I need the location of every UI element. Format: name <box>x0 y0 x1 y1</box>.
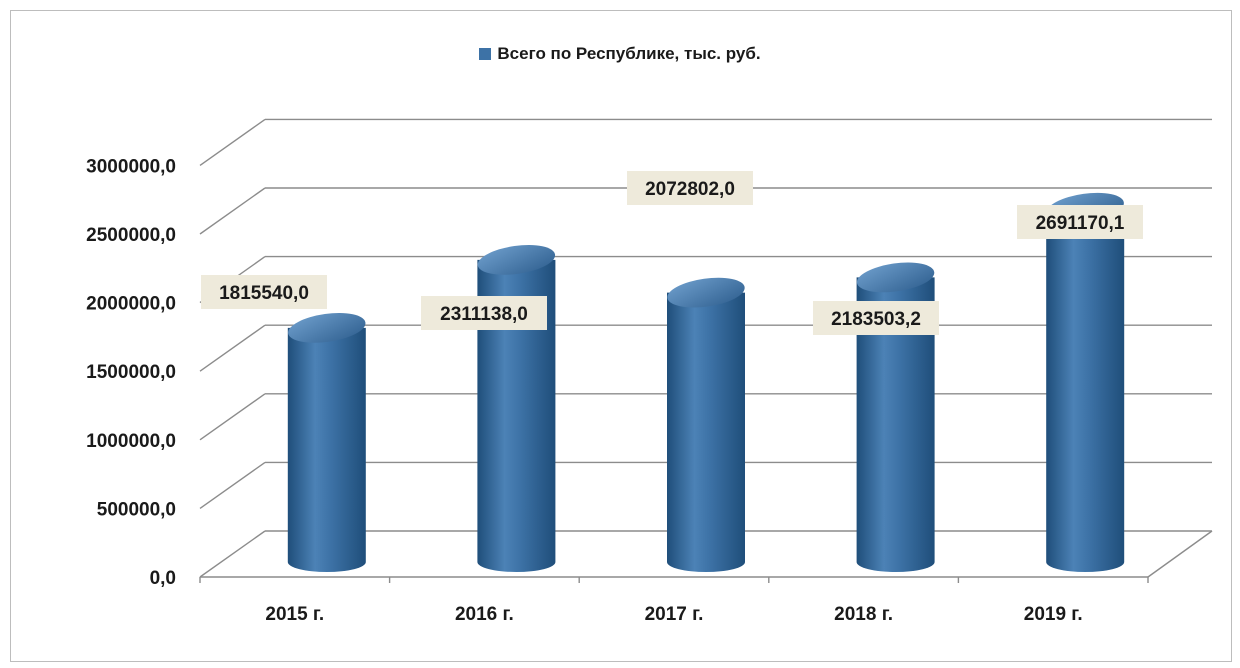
y-tick-label: 2000000,0 <box>86 294 176 315</box>
data-label-box <box>813 301 939 335</box>
data-label: 2072802,0 <box>627 171 753 205</box>
bar-cap <box>856 262 935 293</box>
data-label: 2183503,2 <box>813 301 939 335</box>
data-label-box <box>421 296 547 330</box>
x-tick-label: 2017 г. <box>645 604 704 625</box>
bar-layer <box>287 192 1125 573</box>
data-label-text: 2072802,0 <box>645 179 735 200</box>
y-tick-label: 2500000,0 <box>86 225 176 246</box>
bar-body <box>477 259 556 573</box>
data-label-text: 2311138,0 <box>440 304 528 325</box>
bar <box>856 262 935 572</box>
axis-layer: 0,0 500000,0 1000000,0 1500000,0 2000000,0 25… <box>86 156 1213 625</box>
gridline-depth <box>199 461 266 509</box>
bar <box>667 277 745 572</box>
bar <box>287 313 366 572</box>
gridline-depth <box>199 530 266 578</box>
bar <box>1046 192 1125 572</box>
data-label: 1815540,0 <box>201 275 327 309</box>
x-tick-label: 2015 г. <box>265 604 324 625</box>
data-label-text: 2183503,2 <box>831 309 921 330</box>
gridline-depth <box>199 187 266 235</box>
data-label-text: 2691170,1 <box>1036 213 1125 234</box>
data-label-layer: 1815540,0 2311138,0 2072802,0 2183503,2 2691… <box>201 171 1143 335</box>
bar-cap <box>288 313 366 343</box>
data-label-box <box>201 275 327 309</box>
data-label: 2311138,0 <box>421 296 547 330</box>
x-tick-label: 2016 г. <box>455 604 514 625</box>
bar-cap <box>667 277 745 308</box>
bar-body <box>667 292 745 572</box>
y-tick-label: 0,0 <box>150 568 176 589</box>
legend-label: Всего по Республике, тыс. руб. <box>497 44 761 63</box>
y-tick-label: 3000000,0 <box>86 156 176 177</box>
data-label-box <box>1017 205 1143 239</box>
x-tick-label: 2019 г. <box>1024 604 1083 625</box>
bar-body <box>1046 207 1125 572</box>
gridline-depth <box>199 324 266 372</box>
data-label-text: 1815540,0 <box>219 283 309 304</box>
y-tick-label: 1500000,0 <box>86 362 176 383</box>
data-label: 2691170,1 <box>1017 205 1143 239</box>
gridline-depth <box>199 118 266 166</box>
legend-swatch <box>479 47 492 60</box>
y-tick-label: 500000,0 <box>97 499 176 520</box>
chart-frame <box>10 10 1232 662</box>
bar <box>477 245 556 573</box>
x-tick-label: 2018 г. <box>834 604 893 625</box>
bar-body <box>856 277 935 572</box>
bar-cap <box>477 245 556 275</box>
gridline-depth <box>199 393 266 441</box>
data-label-box <box>627 171 753 205</box>
y-tick-label: 1000000,0 <box>86 431 176 452</box>
floor-edge <box>1147 530 1213 578</box>
bar-body <box>287 327 366 572</box>
chart-legend: Всего по Республике, тыс. руб. <box>0 44 1240 64</box>
